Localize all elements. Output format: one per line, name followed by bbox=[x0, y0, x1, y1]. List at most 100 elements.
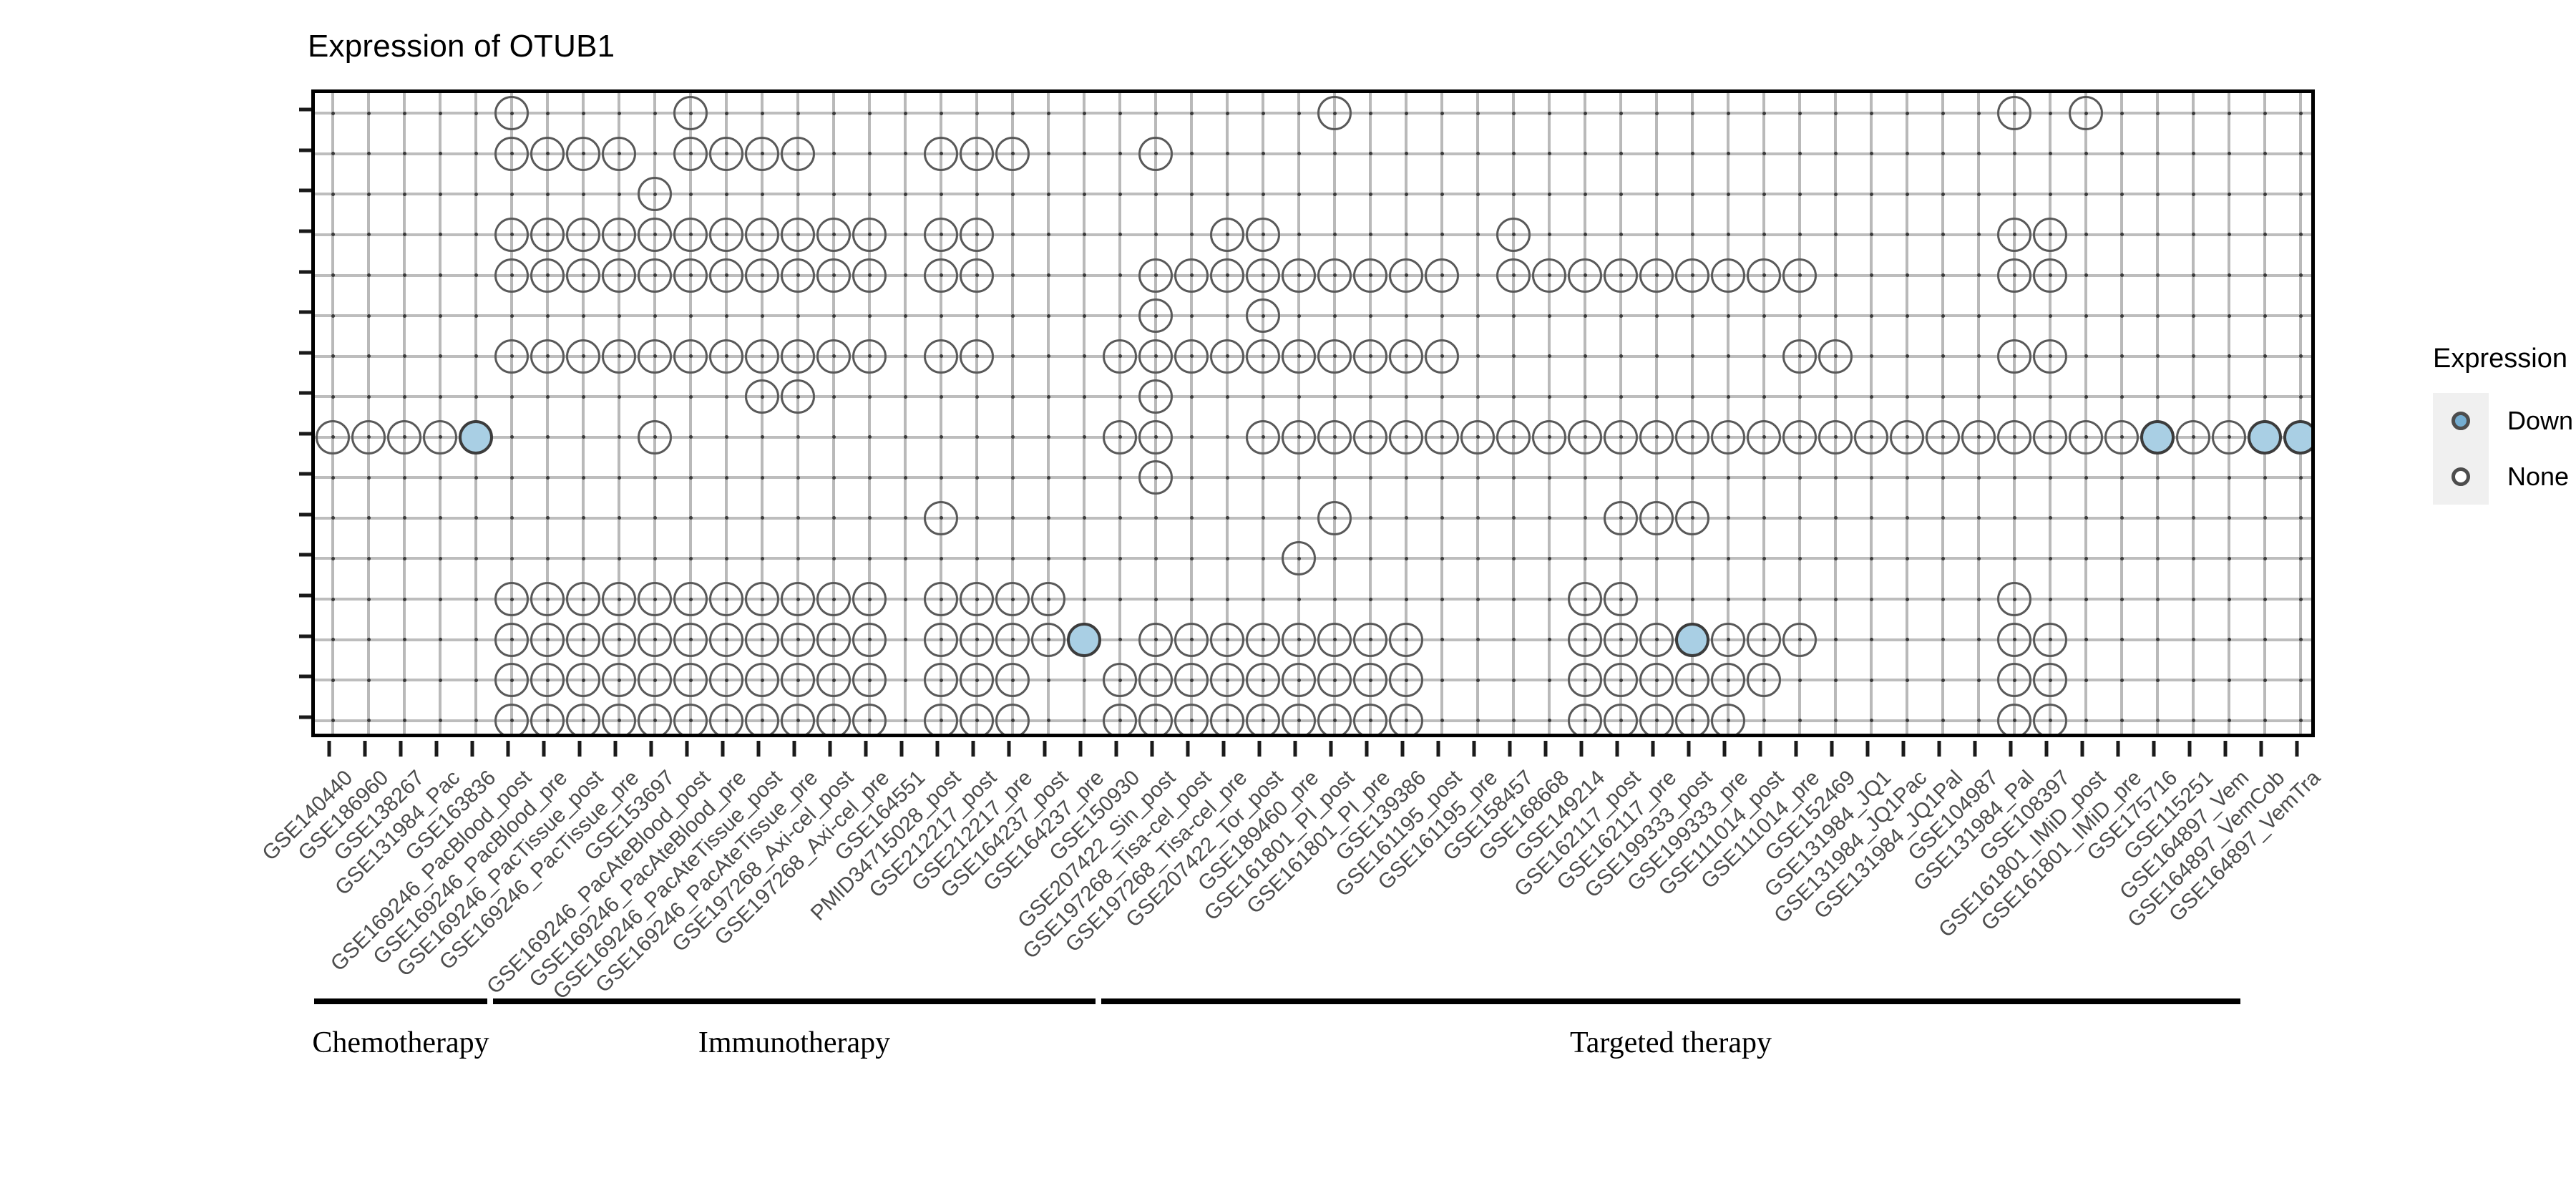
data-point-none[interactable] bbox=[924, 339, 958, 374]
data-point-none[interactable] bbox=[1747, 622, 1781, 657]
data-point-none[interactable] bbox=[602, 663, 636, 698]
data-point-none[interactable] bbox=[1353, 663, 1387, 698]
data-point-none[interactable] bbox=[1818, 339, 1853, 374]
data-point-none[interactable] bbox=[1425, 258, 1459, 293]
data-point-none[interactable] bbox=[1711, 258, 1745, 293]
data-point-none[interactable] bbox=[1675, 500, 1709, 535]
data-point-none[interactable] bbox=[1317, 258, 1352, 293]
data-point-none[interactable] bbox=[1782, 622, 1817, 657]
data-point-none[interactable] bbox=[1675, 663, 1709, 698]
data-point-none[interactable] bbox=[566, 217, 600, 252]
data-point-none[interactable] bbox=[1353, 419, 1387, 455]
data-point-none[interactable] bbox=[1138, 258, 1173, 293]
data-point-none[interactable] bbox=[1997, 703, 2031, 734]
data-point-none[interactable] bbox=[709, 136, 743, 171]
data-point-none[interactable] bbox=[1353, 622, 1387, 657]
data-point-none[interactable] bbox=[995, 136, 1030, 171]
data-point-none[interactable] bbox=[494, 339, 529, 374]
data-point-none[interactable] bbox=[638, 258, 672, 293]
data-point-none[interactable] bbox=[1138, 663, 1173, 698]
data-point-none[interactable] bbox=[816, 339, 851, 374]
data-point-none[interactable] bbox=[852, 258, 887, 293]
data-point-none[interactable] bbox=[530, 136, 565, 171]
data-point-none[interactable] bbox=[1997, 339, 2031, 374]
data-point-none[interactable] bbox=[1961, 419, 1996, 455]
data-point-none[interactable] bbox=[960, 339, 994, 374]
data-point-none[interactable] bbox=[1639, 500, 1674, 535]
data-point-none[interactable] bbox=[816, 622, 851, 657]
data-point-none[interactable] bbox=[2033, 419, 2067, 455]
data-point-none[interactable] bbox=[1138, 379, 1173, 414]
data-point-none[interactable] bbox=[1282, 258, 1316, 293]
data-point-none[interactable] bbox=[351, 419, 386, 455]
data-point-none[interactable] bbox=[530, 339, 565, 374]
data-point-none[interactable] bbox=[924, 582, 958, 617]
data-point-none[interactable] bbox=[745, 217, 779, 252]
data-point-none[interactable] bbox=[924, 258, 958, 293]
data-point-none[interactable] bbox=[2033, 339, 2067, 374]
legend-item[interactable]: None bbox=[2433, 449, 2573, 505]
data-point-none[interactable] bbox=[1639, 663, 1674, 698]
data-point-none[interactable] bbox=[1639, 703, 1674, 734]
data-point-none[interactable] bbox=[1425, 339, 1459, 374]
data-point-none[interactable] bbox=[781, 582, 815, 617]
data-point-none[interactable] bbox=[1138, 419, 1173, 455]
data-point-none[interactable] bbox=[1568, 703, 1602, 734]
data-point-none[interactable] bbox=[709, 258, 743, 293]
data-point-none[interactable] bbox=[745, 258, 779, 293]
data-point-none[interactable] bbox=[1353, 703, 1387, 734]
data-point-none[interactable] bbox=[745, 136, 779, 171]
data-point-none[interactable] bbox=[638, 217, 672, 252]
data-point-none[interactable] bbox=[781, 379, 815, 414]
data-point-none[interactable] bbox=[566, 582, 600, 617]
data-point-none[interactable] bbox=[709, 217, 743, 252]
data-point-none[interactable] bbox=[2033, 663, 2067, 698]
data-point-none[interactable] bbox=[781, 703, 815, 734]
data-point-none[interactable] bbox=[924, 703, 958, 734]
data-point-none[interactable] bbox=[1138, 136, 1173, 171]
data-point-none[interactable] bbox=[709, 582, 743, 617]
data-point-none[interactable] bbox=[1246, 419, 1280, 455]
data-point-none[interactable] bbox=[1246, 703, 1280, 734]
data-point-none[interactable] bbox=[1997, 663, 2031, 698]
data-point-down[interactable] bbox=[2140, 419, 2175, 455]
data-point-none[interactable] bbox=[602, 582, 636, 617]
data-point-none[interactable] bbox=[494, 136, 529, 171]
data-point-none[interactable] bbox=[1675, 703, 1709, 734]
data-point-none[interactable] bbox=[1174, 339, 1209, 374]
data-point-down[interactable] bbox=[2248, 419, 2282, 455]
data-point-none[interactable] bbox=[2104, 419, 2139, 455]
data-point-none[interactable] bbox=[530, 703, 565, 734]
data-point-none[interactable] bbox=[1604, 703, 1638, 734]
data-point-none[interactable] bbox=[494, 96, 529, 131]
data-point-none[interactable] bbox=[673, 703, 708, 734]
data-point-none[interactable] bbox=[816, 217, 851, 252]
data-point-none[interactable] bbox=[602, 217, 636, 252]
data-point-none[interactable] bbox=[816, 258, 851, 293]
data-point-none[interactable] bbox=[638, 582, 672, 617]
data-point-none[interactable] bbox=[1532, 419, 1566, 455]
data-point-none[interactable] bbox=[1604, 663, 1638, 698]
data-point-none[interactable] bbox=[1282, 339, 1316, 374]
data-point-none[interactable] bbox=[1246, 258, 1280, 293]
data-point-none[interactable] bbox=[1246, 663, 1280, 698]
data-point-none[interactable] bbox=[924, 500, 958, 535]
data-point-none[interactable] bbox=[1782, 258, 1817, 293]
data-point-none[interactable] bbox=[673, 663, 708, 698]
data-point-none[interactable] bbox=[1103, 703, 1137, 734]
data-point-none[interactable] bbox=[2033, 258, 2067, 293]
data-point-none[interactable] bbox=[1639, 419, 1674, 455]
data-point-none[interactable] bbox=[1138, 298, 1173, 334]
data-point-none[interactable] bbox=[1031, 622, 1065, 657]
data-point-none[interactable] bbox=[852, 339, 887, 374]
data-point-none[interactable] bbox=[960, 258, 994, 293]
data-point-none[interactable] bbox=[494, 258, 529, 293]
data-point-down[interactable] bbox=[1675, 622, 1709, 657]
data-point-none[interactable] bbox=[1568, 419, 1602, 455]
data-point-none[interactable] bbox=[745, 582, 779, 617]
data-point-none[interactable] bbox=[1711, 419, 1745, 455]
data-point-none[interactable] bbox=[673, 96, 708, 131]
data-point-none[interactable] bbox=[995, 703, 1030, 734]
data-point-none[interactable] bbox=[1282, 419, 1316, 455]
data-point-none[interactable] bbox=[494, 217, 529, 252]
